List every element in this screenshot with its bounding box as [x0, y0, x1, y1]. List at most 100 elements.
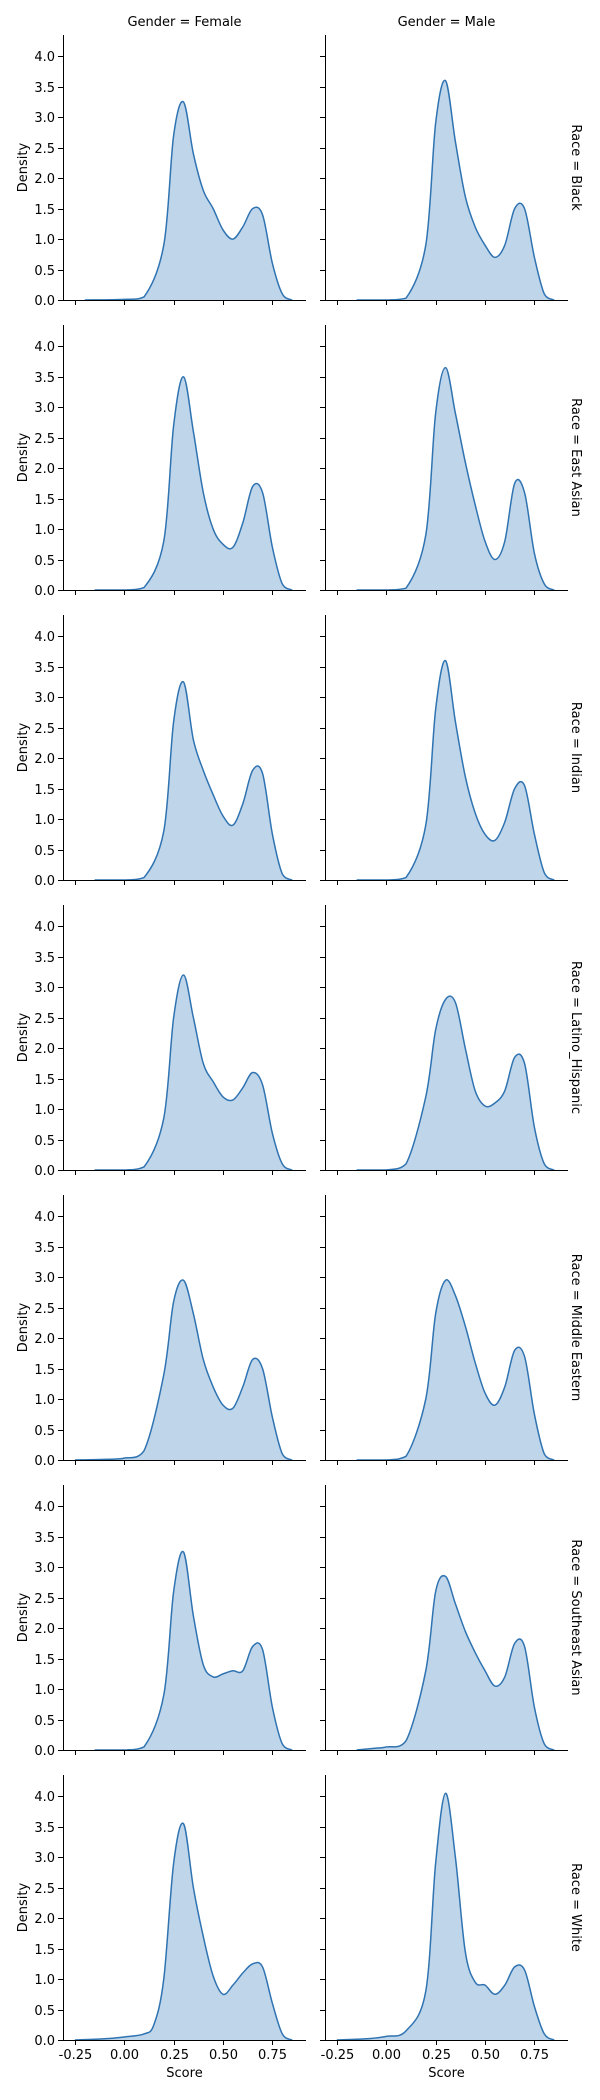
- density-line: [356, 79, 555, 301]
- y-axis-title: Density: [16, 1012, 31, 1062]
- density-area: [356, 1279, 555, 1460]
- y-tick-label: 0.0: [34, 2034, 55, 2049]
- y-tick-label: 0.5: [34, 1424, 55, 1439]
- y-axis-title: Density: [16, 432, 31, 482]
- facet-panel: [320, 615, 568, 885]
- density-line: [94, 974, 293, 1171]
- row-title: Race = Latino_Hispanic: [568, 961, 583, 1114]
- y-tick-label: 2.5: [34, 722, 55, 737]
- y-tick-label: 1.5: [34, 1943, 55, 1958]
- y-tick-label: 2.0: [34, 462, 55, 477]
- density-area: [94, 376, 293, 590]
- y-tick-label: 3.5: [34, 1531, 55, 1546]
- density-line: [94, 1550, 293, 1751]
- density-area: [74, 1279, 293, 1460]
- x-tick-label: 0.50: [209, 2048, 238, 2063]
- y-tick-label: 4.0: [34, 1210, 55, 1225]
- y-tick-label: 2.5: [34, 432, 55, 447]
- facet-panel: 0.0 0.5 1.0 1.5 2.0 2.5 3.0 3.5 4.0: [34, 615, 306, 889]
- y-tick-label: 2.5: [34, 1882, 55, 1897]
- y-tick-label: 0.0: [34, 584, 55, 599]
- density-area: [336, 1793, 555, 2040]
- y-tick-label: 3.5: [34, 951, 55, 966]
- y-tick-label: 3.0: [34, 401, 55, 416]
- y-tick-label: 0.5: [34, 844, 55, 859]
- y-tick-label: 4.0: [34, 1790, 55, 1805]
- density-area: [356, 660, 555, 880]
- x-tick-label: 0.25: [160, 2048, 189, 2063]
- x-axis-title: Score: [428, 2066, 464, 2081]
- y-tick-label: 3.5: [34, 1821, 55, 1836]
- y-tick-label: 2.0: [34, 1332, 55, 1347]
- density-line: [84, 100, 293, 301]
- y-tick-label: 4.0: [34, 50, 55, 65]
- y-tick-label: 0.0: [34, 1744, 55, 1759]
- row-title: Race = White: [568, 1863, 583, 1952]
- facet-panel: [320, 1195, 568, 1465]
- facet-panel: 0.0 0.5 1.0 1.5 2.0 2.5 3.0 3.5 4.0: [34, 1485, 306, 1759]
- y-tick-label: 0.5: [34, 1134, 55, 1149]
- y-tick-label: 0.5: [34, 264, 55, 279]
- y-tick-label: 4.0: [34, 630, 55, 645]
- y-axis-title: Density: [16, 722, 31, 772]
- density-line: [356, 366, 555, 591]
- y-tick-label: 3.0: [34, 1561, 55, 1576]
- density-area: [356, 80, 555, 300]
- y-axis-title: Density: [16, 142, 31, 192]
- x-tick-label: 0.75: [258, 2048, 287, 2063]
- y-tick-label: 1.0: [34, 813, 55, 828]
- density-line: [94, 681, 293, 881]
- row-title: Race = Middle Eastern: [568, 1254, 583, 1402]
- x-tick-label: 0.50: [471, 2048, 500, 2063]
- y-axis-title: Density: [16, 1592, 31, 1642]
- density-line: [356, 659, 555, 881]
- x-tick-label: -0.25: [321, 2048, 355, 2063]
- facet-panel: [320, 35, 568, 305]
- x-tick-label: -0.25: [59, 2048, 93, 2063]
- facet-panel: 0.0 0.5 1.0 1.5 2.0 2.5 3.0 3.5 4.0: [34, 1195, 306, 1469]
- density-area: [356, 996, 555, 1170]
- y-tick-label: 1.0: [34, 1103, 55, 1118]
- y-tick-label: 2.0: [34, 172, 55, 187]
- facet-panel: 0.0 0.5 1.0 1.5 2.0 2.5 3.0 3.5 4.0: [34, 325, 306, 599]
- y-axis-title: Density: [16, 1882, 31, 1932]
- y-tick-label: 1.0: [34, 233, 55, 248]
- y-tick-label: 2.0: [34, 1622, 55, 1637]
- column-title: Gender = Female: [127, 15, 241, 30]
- row-title: Race = East Asian: [568, 398, 583, 517]
- density-area: [94, 975, 293, 1170]
- y-tick-label: 3.0: [34, 1851, 55, 1866]
- density-line: [74, 1822, 293, 2041]
- density-line: [74, 1279, 293, 1461]
- y-tick-label: 2.5: [34, 1302, 55, 1317]
- y-tick-label: 2.5: [34, 142, 55, 157]
- y-tick-label: 0.5: [34, 1714, 55, 1729]
- row-title: Race = Southeast Asian: [568, 1539, 583, 1695]
- y-tick-label: 1.5: [34, 1073, 55, 1088]
- density-line: [356, 995, 555, 1171]
- density-area: [84, 101, 293, 300]
- density-line: [94, 376, 293, 591]
- y-tick-label: 1.0: [34, 1683, 55, 1698]
- y-tick-label: 2.5: [34, 1592, 55, 1607]
- y-tick-label: 4.0: [34, 340, 55, 355]
- column-title: Gender = Male: [398, 15, 496, 30]
- y-tick-label: 2.5: [34, 1012, 55, 1027]
- density-area: [94, 681, 293, 880]
- facet-panel: 0.0 0.5 1.0 1.5 2.0 2.5 3.0 3.5 4.0: [34, 905, 306, 1179]
- y-tick-label: 0.0: [34, 874, 55, 889]
- y-tick-label: 1.5: [34, 783, 55, 798]
- y-tick-label: 3.0: [34, 1271, 55, 1286]
- row-title: Race = Black: [568, 124, 583, 211]
- y-tick-label: 0.0: [34, 1164, 55, 1179]
- x-tick-label: 0.75: [520, 2048, 549, 2063]
- y-axis-title: Density: [16, 1302, 31, 1352]
- y-tick-label: 0.5: [34, 554, 55, 569]
- y-tick-label: 3.5: [34, 1241, 55, 1256]
- y-tick-label: 0.0: [34, 1454, 55, 1469]
- density-area: [74, 1823, 293, 2040]
- density-area: [94, 1551, 293, 1750]
- facet-panel: 0.0 0.5 1.0 1.5 2.0 2.5 3.0 3.5 4.0 -0.25 0.00 0.25…: [34, 1775, 306, 2081]
- y-tick-label: 4.0: [34, 1500, 55, 1515]
- density-line: [356, 1279, 555, 1461]
